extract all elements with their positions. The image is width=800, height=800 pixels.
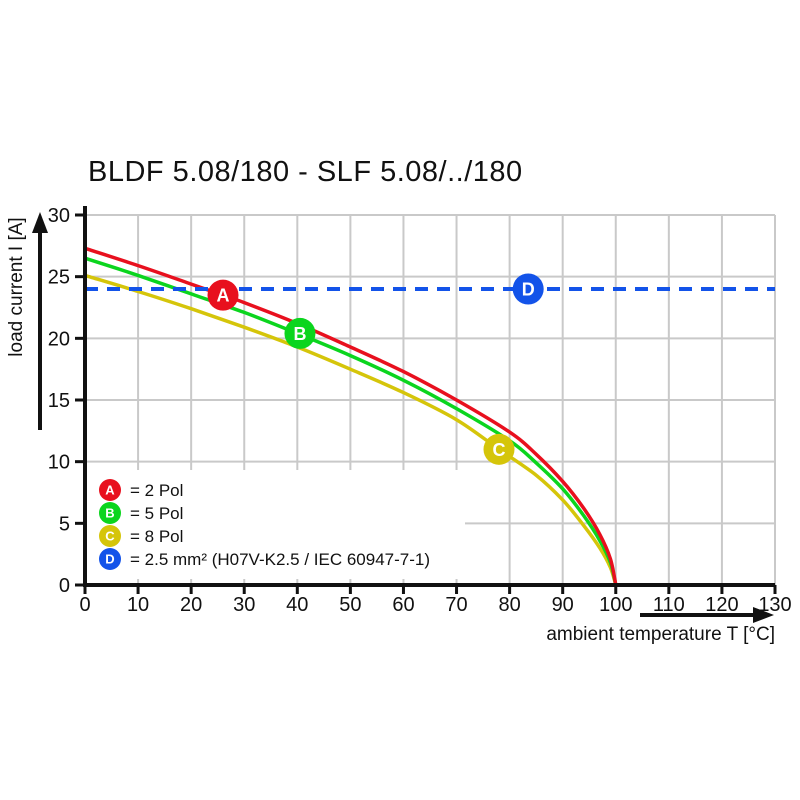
marker-c-circle — [483, 433, 515, 465]
legend-c-letter: C — [105, 529, 115, 544]
curve-c-8-pol — [84, 273, 618, 586]
x-tick-label-90: 90 — [552, 594, 574, 616]
y-tick-label-15: 15 — [48, 390, 70, 412]
y-tick-label-0: 0 — [59, 575, 70, 597]
x-tick-label-50: 50 — [339, 594, 361, 616]
x-tick-label-70: 70 — [445, 594, 467, 616]
legend-d-letter: D — [105, 552, 114, 567]
y-tick-label-25: 25 — [48, 267, 70, 289]
x-tick-label-0: 0 — [79, 594, 90, 616]
x-tick-label-80: 80 — [498, 594, 520, 616]
marker-b-letter: B — [293, 324, 306, 344]
x-tick-label-100: 100 — [599, 594, 632, 616]
x-tick-label-40: 40 — [286, 594, 308, 616]
legend-b-circle-icon — [99, 502, 121, 524]
y-axis-arrow-icon — [32, 212, 48, 233]
y-tick-label-10: 10 — [48, 452, 70, 474]
legend-background — [87, 470, 465, 579]
legend-a-circle-icon — [99, 479, 121, 501]
x-tick-label-60: 60 — [392, 594, 414, 616]
y-tick-label-30: 30 — [48, 205, 70, 227]
y-axis-title: load current I [A] — [6, 217, 27, 356]
legend-a-label: = 2 Pol — [130, 481, 183, 500]
marker-a-circle — [207, 279, 239, 311]
legend-d-label: = 2.5 mm² (H07V-K2.5 / IEC 60947-7-1) — [130, 550, 430, 569]
marker-d-circle — [512, 273, 544, 305]
marker-c-letter: C — [493, 440, 506, 460]
marker-d-letter: D — [522, 280, 535, 300]
legend-d-circle-icon — [99, 548, 121, 570]
x-tick-label-120: 120 — [705, 594, 738, 616]
x-axis-title: ambient temperature T [°C] — [546, 624, 775, 645]
marker-a-letter: A — [217, 286, 230, 306]
y-tick-label-20: 20 — [48, 328, 70, 350]
x-tick-label-20: 20 — [180, 594, 202, 616]
marker-b-circle — [284, 317, 316, 349]
chart-title: BLDF 5.08/180 - SLF 5.08/../180 — [88, 156, 523, 188]
x-tick-label-30: 30 — [233, 594, 255, 616]
legend-c-label: = 8 Pol — [130, 527, 183, 546]
curve-b-5-pol — [84, 256, 618, 586]
legend-b-letter: B — [105, 506, 114, 521]
x-tick-label-10: 10 — [127, 594, 149, 616]
legend-c-circle-icon — [99, 525, 121, 547]
x-tick-label-130: 130 — [758, 594, 791, 616]
y-tick-label-5: 5 — [59, 513, 70, 535]
legend-b-label: = 5 Pol — [130, 504, 183, 523]
x-axis-arrow-icon — [753, 607, 774, 623]
x-tick-label-110: 110 — [653, 594, 685, 616]
legend-a-letter: A — [105, 483, 115, 498]
